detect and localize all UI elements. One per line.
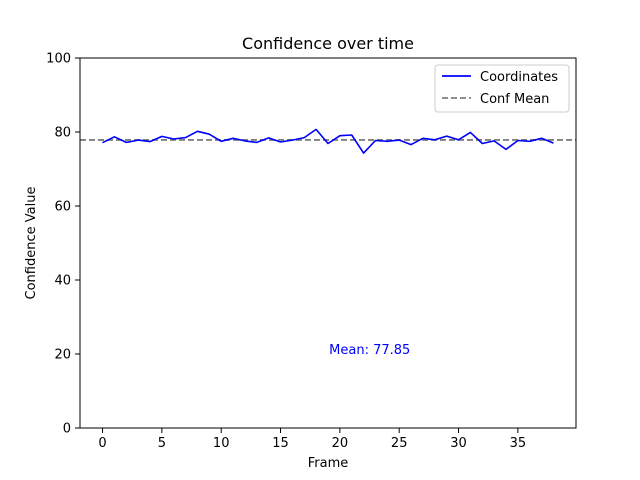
data-point (315, 128, 317, 130)
data-point (434, 139, 436, 141)
data-point (113, 136, 115, 138)
data-point (173, 138, 175, 140)
data-point (540, 137, 542, 139)
data-point (505, 148, 507, 150)
data-point (279, 141, 281, 143)
data-point (469, 131, 471, 133)
data-point (529, 140, 531, 142)
data-point (220, 140, 222, 142)
data-point (161, 135, 163, 137)
data-point (351, 134, 353, 136)
x-axis: 0 5 10 15 20 25 30 35 (98, 428, 526, 451)
data-point (493, 140, 495, 142)
legend: Coordinates Conf Mean (434, 64, 570, 113)
x-tick-label: 0 (98, 436, 106, 451)
data-point (303, 136, 305, 138)
x-tick-label: 25 (391, 436, 408, 451)
x-tick-label: 5 (158, 436, 166, 451)
y-tick-label: 60 (54, 200, 71, 215)
data-point (101, 142, 103, 144)
data-point (268, 137, 270, 139)
x-axis-label: Frame (308, 456, 349, 471)
data-point (137, 139, 139, 141)
y-tick-label: 100 (46, 52, 71, 67)
x-tick-label: 35 (510, 436, 527, 451)
data-point (149, 140, 151, 142)
data-point (410, 143, 412, 145)
y-tick-label: 80 (54, 126, 71, 141)
data-point (244, 140, 246, 142)
series-line-coordinates (102, 128, 554, 154)
data-point (208, 133, 210, 135)
data-point (184, 136, 186, 138)
data-point (422, 137, 424, 139)
x-tick-label: 10 (213, 436, 230, 451)
data-point (398, 139, 400, 141)
data-point (327, 142, 329, 144)
y-tick-label: 0 (63, 422, 71, 437)
chart-title: Confidence over time (242, 34, 414, 53)
legend-label-coordinates: Coordinates (480, 70, 558, 85)
mean-annotation: Mean: 77.85 (329, 343, 410, 358)
y-axis-label: Confidence Value (24, 187, 39, 300)
data-point (517, 139, 519, 141)
legend-label-conf-mean: Conf Mean (480, 92, 549, 107)
x-tick-label: 20 (332, 436, 349, 451)
y-tick-label: 20 (54, 348, 71, 363)
data-point (446, 135, 448, 137)
data-point (339, 135, 341, 137)
y-axis: 0 20 40 60 80 100 (46, 52, 80, 437)
data-point (552, 142, 554, 144)
x-tick-label: 15 (272, 436, 289, 451)
data-point (457, 139, 459, 141)
data-point (125, 141, 127, 143)
data-point (386, 140, 388, 142)
x-tick-label: 30 (450, 436, 467, 451)
data-point (291, 139, 293, 141)
y-tick-label: 40 (54, 274, 71, 289)
plot-area (80, 128, 576, 154)
data-point (481, 142, 483, 144)
data-point (196, 130, 198, 132)
data-point (232, 137, 234, 139)
plot-frame (79, 57, 577, 429)
data-point (362, 152, 364, 154)
data-point (256, 141, 258, 143)
data-point (374, 139, 376, 141)
